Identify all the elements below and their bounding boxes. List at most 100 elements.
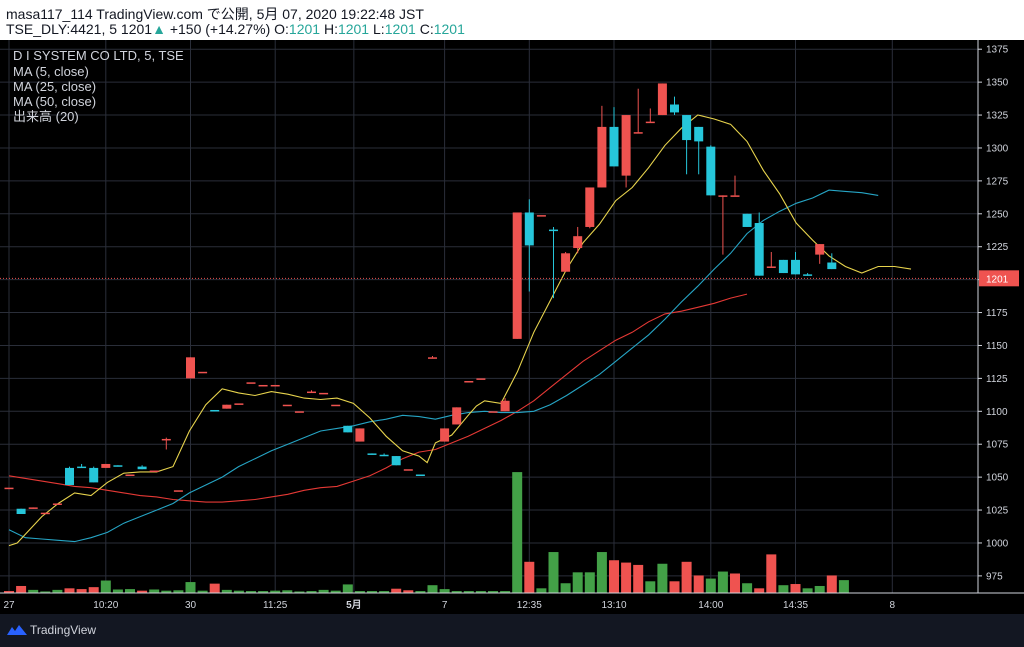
- candle-down: [210, 409, 220, 412]
- candle-down: [827, 253, 837, 270]
- candle-body: [657, 83, 667, 116]
- volume-bar: [391, 588, 402, 593]
- volume-bar: [730, 573, 740, 593]
- volume-bar: [149, 589, 160, 593]
- volume-bar: [742, 583, 753, 593]
- candle-up: [536, 215, 546, 217]
- price-tick-label: 1225: [986, 242, 1009, 253]
- volume-bar: [246, 591, 256, 593]
- candle-up: [815, 244, 825, 264]
- candle-up: [198, 371, 208, 374]
- time-tick-label: 5月: [346, 599, 362, 611]
- candle-body: [791, 259, 800, 275]
- candle-up: [294, 411, 304, 413]
- volume-bar: [609, 560, 619, 593]
- volume-bar: [367, 591, 377, 593]
- candle-up: [125, 474, 135, 476]
- legend-symbol: D I SYSTEM CO LTD, 5, TSE: [13, 48, 184, 63]
- time-axis[interactable]: 27 10:20 30 11:25 5月 7 12:35 13:10 14:00 14:35 8: [3, 599, 895, 611]
- time-tick-label: 11:25: [263, 600, 288, 611]
- candle-down: [65, 466, 74, 486]
- legend-ma25: MA (25, close): [13, 79, 96, 94]
- volume-bar: [137, 590, 148, 593]
- volume-bar: [536, 588, 547, 593]
- candle-body: [198, 371, 208, 374]
- volume-bar: [209, 583, 220, 593]
- brand-name[interactable]: TradingView: [30, 623, 97, 637]
- candle-body: [561, 253, 571, 272]
- price-tick-label: 1025: [986, 506, 1009, 517]
- candle-body: [512, 212, 522, 339]
- candle-up: [186, 357, 195, 379]
- candle-body: [694, 126, 704, 142]
- candle-down: [694, 126, 704, 175]
- price-tick-label: 1000: [986, 538, 1009, 549]
- volume-bar: [512, 472, 523, 593]
- high-label: H:: [323, 21, 338, 37]
- ma50-line: [8, 293, 748, 503]
- volume-bar: [16, 585, 27, 593]
- volume-bar: [427, 585, 438, 593]
- price-tick-label: 1075: [986, 440, 1009, 451]
- moving-averages: [8, 114, 912, 547]
- candle-body: [464, 381, 474, 383]
- candle-up: [488, 411, 498, 413]
- volume-bars: [4, 472, 849, 593]
- candle-up: [40, 512, 50, 515]
- volume-bar: [125, 589, 135, 593]
- candle-body: [754, 223, 764, 276]
- price-tick-label: 1050: [986, 473, 1009, 484]
- candle-body: [585, 187, 595, 227]
- volume-bar: [645, 581, 656, 593]
- volume-bar: [318, 589, 329, 593]
- volume-bar: [693, 575, 704, 593]
- candle-up: [149, 470, 159, 473]
- candle-body: [161, 438, 171, 441]
- volume-bar: [766, 554, 777, 593]
- volume-bar: [4, 591, 14, 593]
- price-tick-label: 1325: [986, 111, 1009, 122]
- candle-body: [730, 195, 740, 197]
- tradingview-logo-icon: [7, 625, 27, 635]
- time-tick-label: 27: [3, 600, 15, 611]
- volume-bar: [379, 591, 390, 593]
- candle-up: [222, 404, 232, 409]
- price-tick-label: 975: [986, 571, 1003, 582]
- ma5-line: [8, 114, 912, 547]
- time-tick-label: 30: [185, 600, 197, 611]
- candle-up: [270, 384, 280, 387]
- candle-up: [452, 407, 462, 425]
- candle-body: [391, 456, 401, 466]
- candle-body: [682, 115, 692, 141]
- candle-up: [573, 226, 583, 254]
- candle-up: [766, 251, 776, 268]
- volume-bar: [294, 591, 305, 593]
- volume-bar: [52, 589, 63, 593]
- open-label: O:: [274, 21, 289, 37]
- candle-up: [464, 381, 474, 383]
- candle-body: [149, 470, 159, 473]
- candle-up: [101, 463, 111, 468]
- chart-area[interactable]: 9751000102510501075110011251150117512001…: [0, 40, 1024, 614]
- price-tick-label: 1125: [986, 374, 1008, 385]
- candle-body: [609, 126, 619, 167]
- last-price-label: 1201: [986, 274, 1009, 285]
- price-axis[interactable]: 9751000102510501075110011251150117512001…: [978, 45, 1019, 583]
- volume-bar: [40, 591, 51, 593]
- candle-up: [52, 503, 62, 505]
- volume-bar: [838, 580, 849, 593]
- volume-bar: [633, 564, 644, 593]
- footer-bar: TradingView: [0, 614, 1024, 647]
- time-tick-label: 7: [442, 600, 448, 611]
- candle-body: [137, 466, 147, 470]
- candle-body: [379, 454, 389, 457]
- candle-up: [718, 195, 728, 255]
- candle-up: [161, 437, 171, 450]
- change-up-icon: ▲: [152, 21, 166, 37]
- volume-bar: [354, 591, 365, 593]
- candle-up: [282, 404, 292, 407]
- candle-down: [682, 115, 692, 175]
- candle-body: [440, 428, 450, 442]
- candle-up: [585, 187, 595, 229]
- price-change: +150 (+14.27%): [169, 21, 271, 37]
